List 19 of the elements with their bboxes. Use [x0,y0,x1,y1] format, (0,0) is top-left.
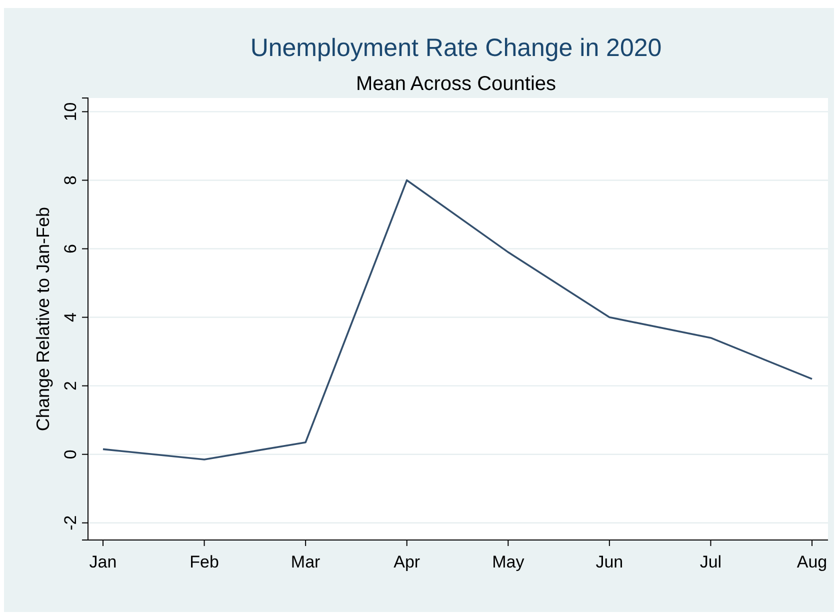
x-tick-label: May [492,552,525,572]
x-tick-label: Jul [700,552,722,572]
y-tick-label: 10 [60,102,80,122]
x-tick-label: Mar [290,552,321,572]
y-tick-label: 4 [60,312,80,322]
chart-subtitle: Mean Across Counties [356,73,556,95]
x-tick-label: Jun [596,552,624,572]
y-tick-label: 2 [60,381,80,391]
y-tick-label: 8 [60,176,80,185]
x-tick-label: Apr [394,552,420,572]
y-tick-label: -2 [60,515,80,530]
x-tick-label: Feb [190,552,219,572]
y-tick-label: 6 [60,244,80,254]
chart-title: Unemployment Rate Change in 2020 [250,34,662,62]
line-series [102,179,813,460]
x-tick-label: Jan [89,552,117,572]
y-tick-label: 0 [60,450,80,460]
x-tick-label: Aug [796,552,828,572]
y-axis-title: Change Relative to Jan-Feb [33,206,53,432]
